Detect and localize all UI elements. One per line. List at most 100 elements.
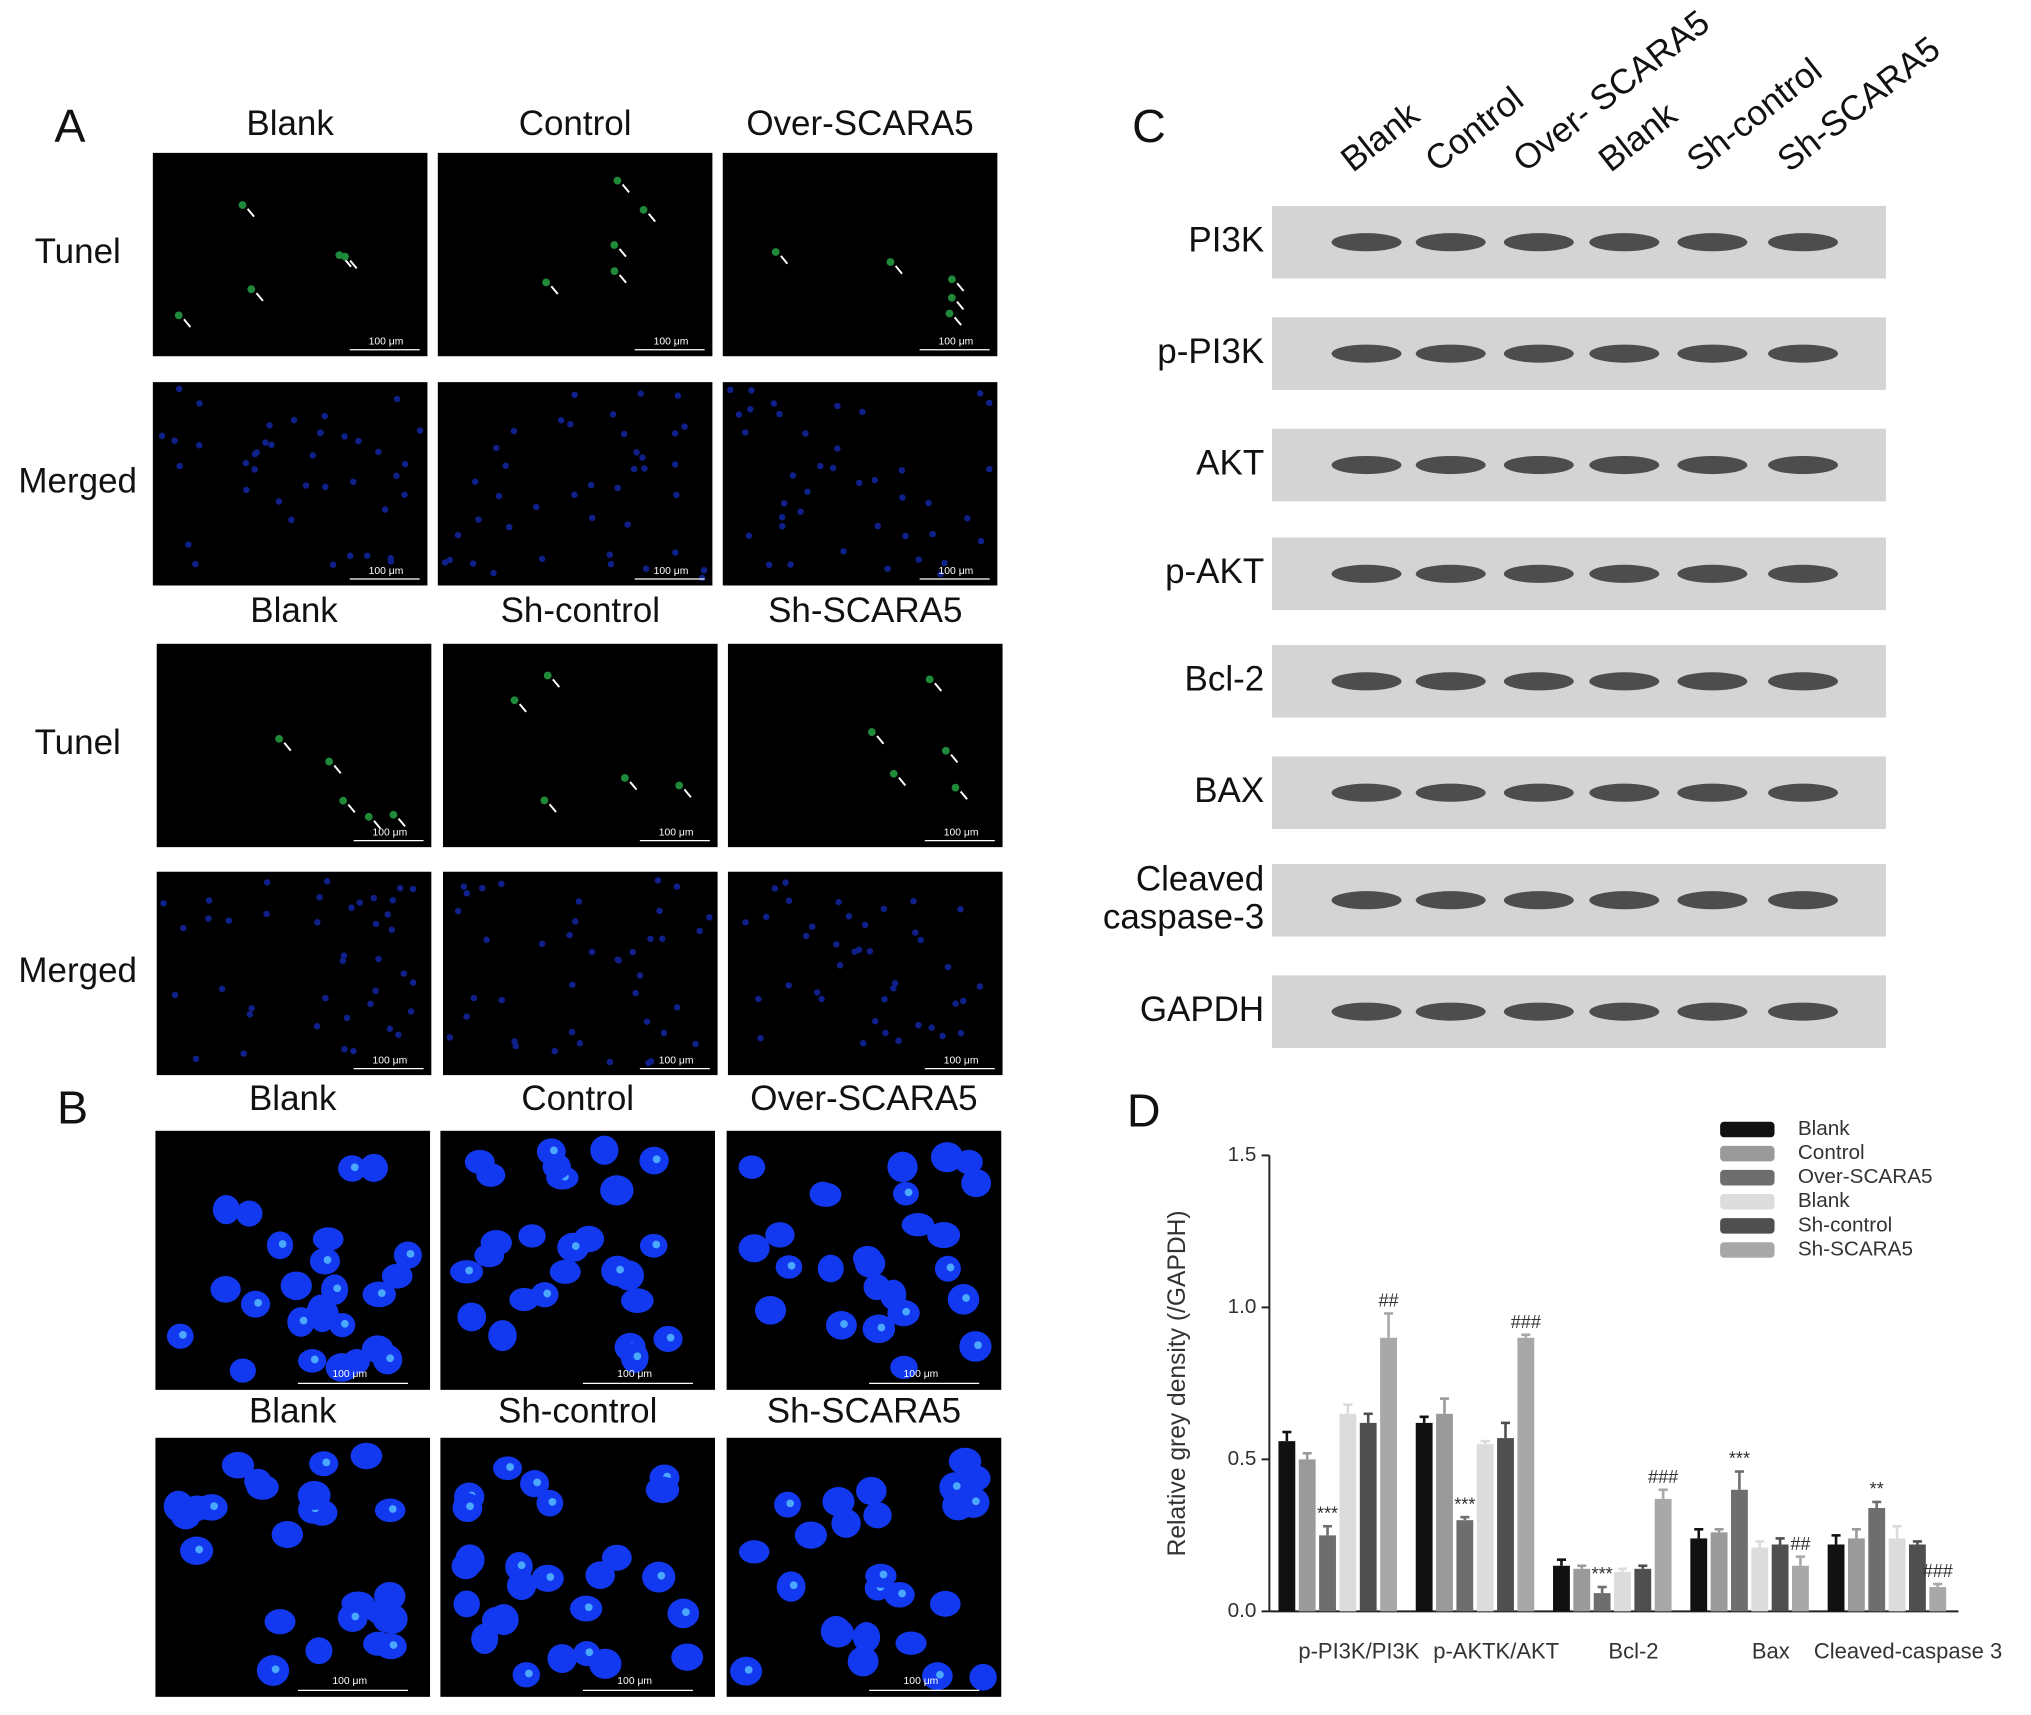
band [1589,564,1660,583]
nucleus-spot [506,1463,515,1471]
nucleus [490,569,497,577]
column-header: Blank [250,591,338,630]
nucleus [948,1447,982,1475]
nucleus [280,1271,312,1301]
significance-mark: ### [1923,1561,1953,1581]
blot-label: Bcl-2 [1185,660,1265,699]
nucleus [341,433,348,440]
bar [1476,1444,1494,1612]
nucleus [910,897,917,905]
nucleus [416,427,424,434]
bar [1614,1571,1631,1612]
nucleus-spot [936,1670,944,1679]
band [1589,672,1660,691]
nucleus [350,1442,383,1470]
nucleus [407,1008,415,1015]
nucleus [835,898,842,906]
nucleus [645,1059,652,1067]
nucleus-spot [548,1497,557,1506]
nucleus [372,920,380,928]
nucleus [890,985,897,992]
nucleus [476,1163,506,1187]
nucleus [488,1604,519,1636]
nucleus [859,408,866,416]
band [1503,1002,1574,1021]
nucleus [629,948,636,956]
apoptotic-cell [364,812,373,821]
nucleus [780,500,788,507]
nucleus [674,392,682,399]
nucleus-spot [584,1603,593,1612]
apoptotic-cell [542,278,551,287]
nucleus-spot [962,1294,970,1302]
nucleus [960,997,967,1005]
nucleus [180,924,187,932]
panel-label: D [1127,1084,1161,1136]
bar [1888,1538,1906,1612]
nucleus [645,1476,680,1504]
arrow [780,255,789,265]
nucleus [874,522,881,530]
nucleus [964,515,971,522]
nucleus [636,972,644,979]
nucleus [692,1040,699,1048]
blot-label: GAPDH [1140,990,1264,1029]
band [1331,783,1402,802]
nucleus [852,1622,881,1653]
nucleus [264,1609,296,1635]
scale-bar-label: 100 μm [939,337,974,348]
nucleus [251,466,258,473]
nucleus [813,989,821,996]
bar [1690,1538,1708,1612]
nucleus [671,461,679,468]
column-header: Blank [249,1391,337,1430]
nucleus [316,894,323,901]
legend-label: Blank [1798,1189,1850,1212]
nucleus-spot [350,1163,359,1172]
nucleus-spot [254,1299,263,1307]
nucleus [804,488,811,495]
arrow [548,803,557,813]
scale-bar-label: 100 μm [617,1369,652,1380]
arrow [183,318,192,328]
nucleus [158,432,166,440]
nucleus [185,541,192,548]
nucleus [243,486,250,494]
nucleus [221,1451,255,1479]
nucleus [317,429,324,436]
nucleus [797,508,804,515]
apoptotic-cell [675,781,684,790]
nucleus [196,442,203,449]
bar [1929,1587,1947,1612]
nucleus [671,1643,704,1671]
nucleus [952,1000,959,1007]
nucleus [778,513,786,521]
nucleus-spot [406,1249,415,1258]
micrograph [437,152,713,357]
nucleus [572,918,579,925]
column-header: Sh-SCARA5 [768,591,962,630]
band [1331,233,1402,252]
nucleus [895,1037,902,1044]
nucleus [389,897,397,904]
band [1589,455,1660,475]
column-header: Blank [246,104,334,143]
scale-bar-label: 100 μm [944,1056,979,1067]
nucleus [171,437,178,444]
apoptotic-cell [540,796,549,805]
nucleus [350,1047,357,1055]
nucleus [738,1155,766,1179]
band [1415,564,1486,583]
nucleus [654,877,662,884]
bar [1359,1422,1377,1612]
band [1768,344,1839,363]
apoptotic-cell [947,293,956,302]
scale-bar-label: 100 μm [939,566,974,577]
y-tick-label: 0.5 [1228,1447,1257,1470]
nucleus-spot [974,1341,982,1350]
band [1677,783,1748,802]
band [1768,891,1839,910]
nucleus [748,387,755,394]
nucleus [621,1288,654,1313]
